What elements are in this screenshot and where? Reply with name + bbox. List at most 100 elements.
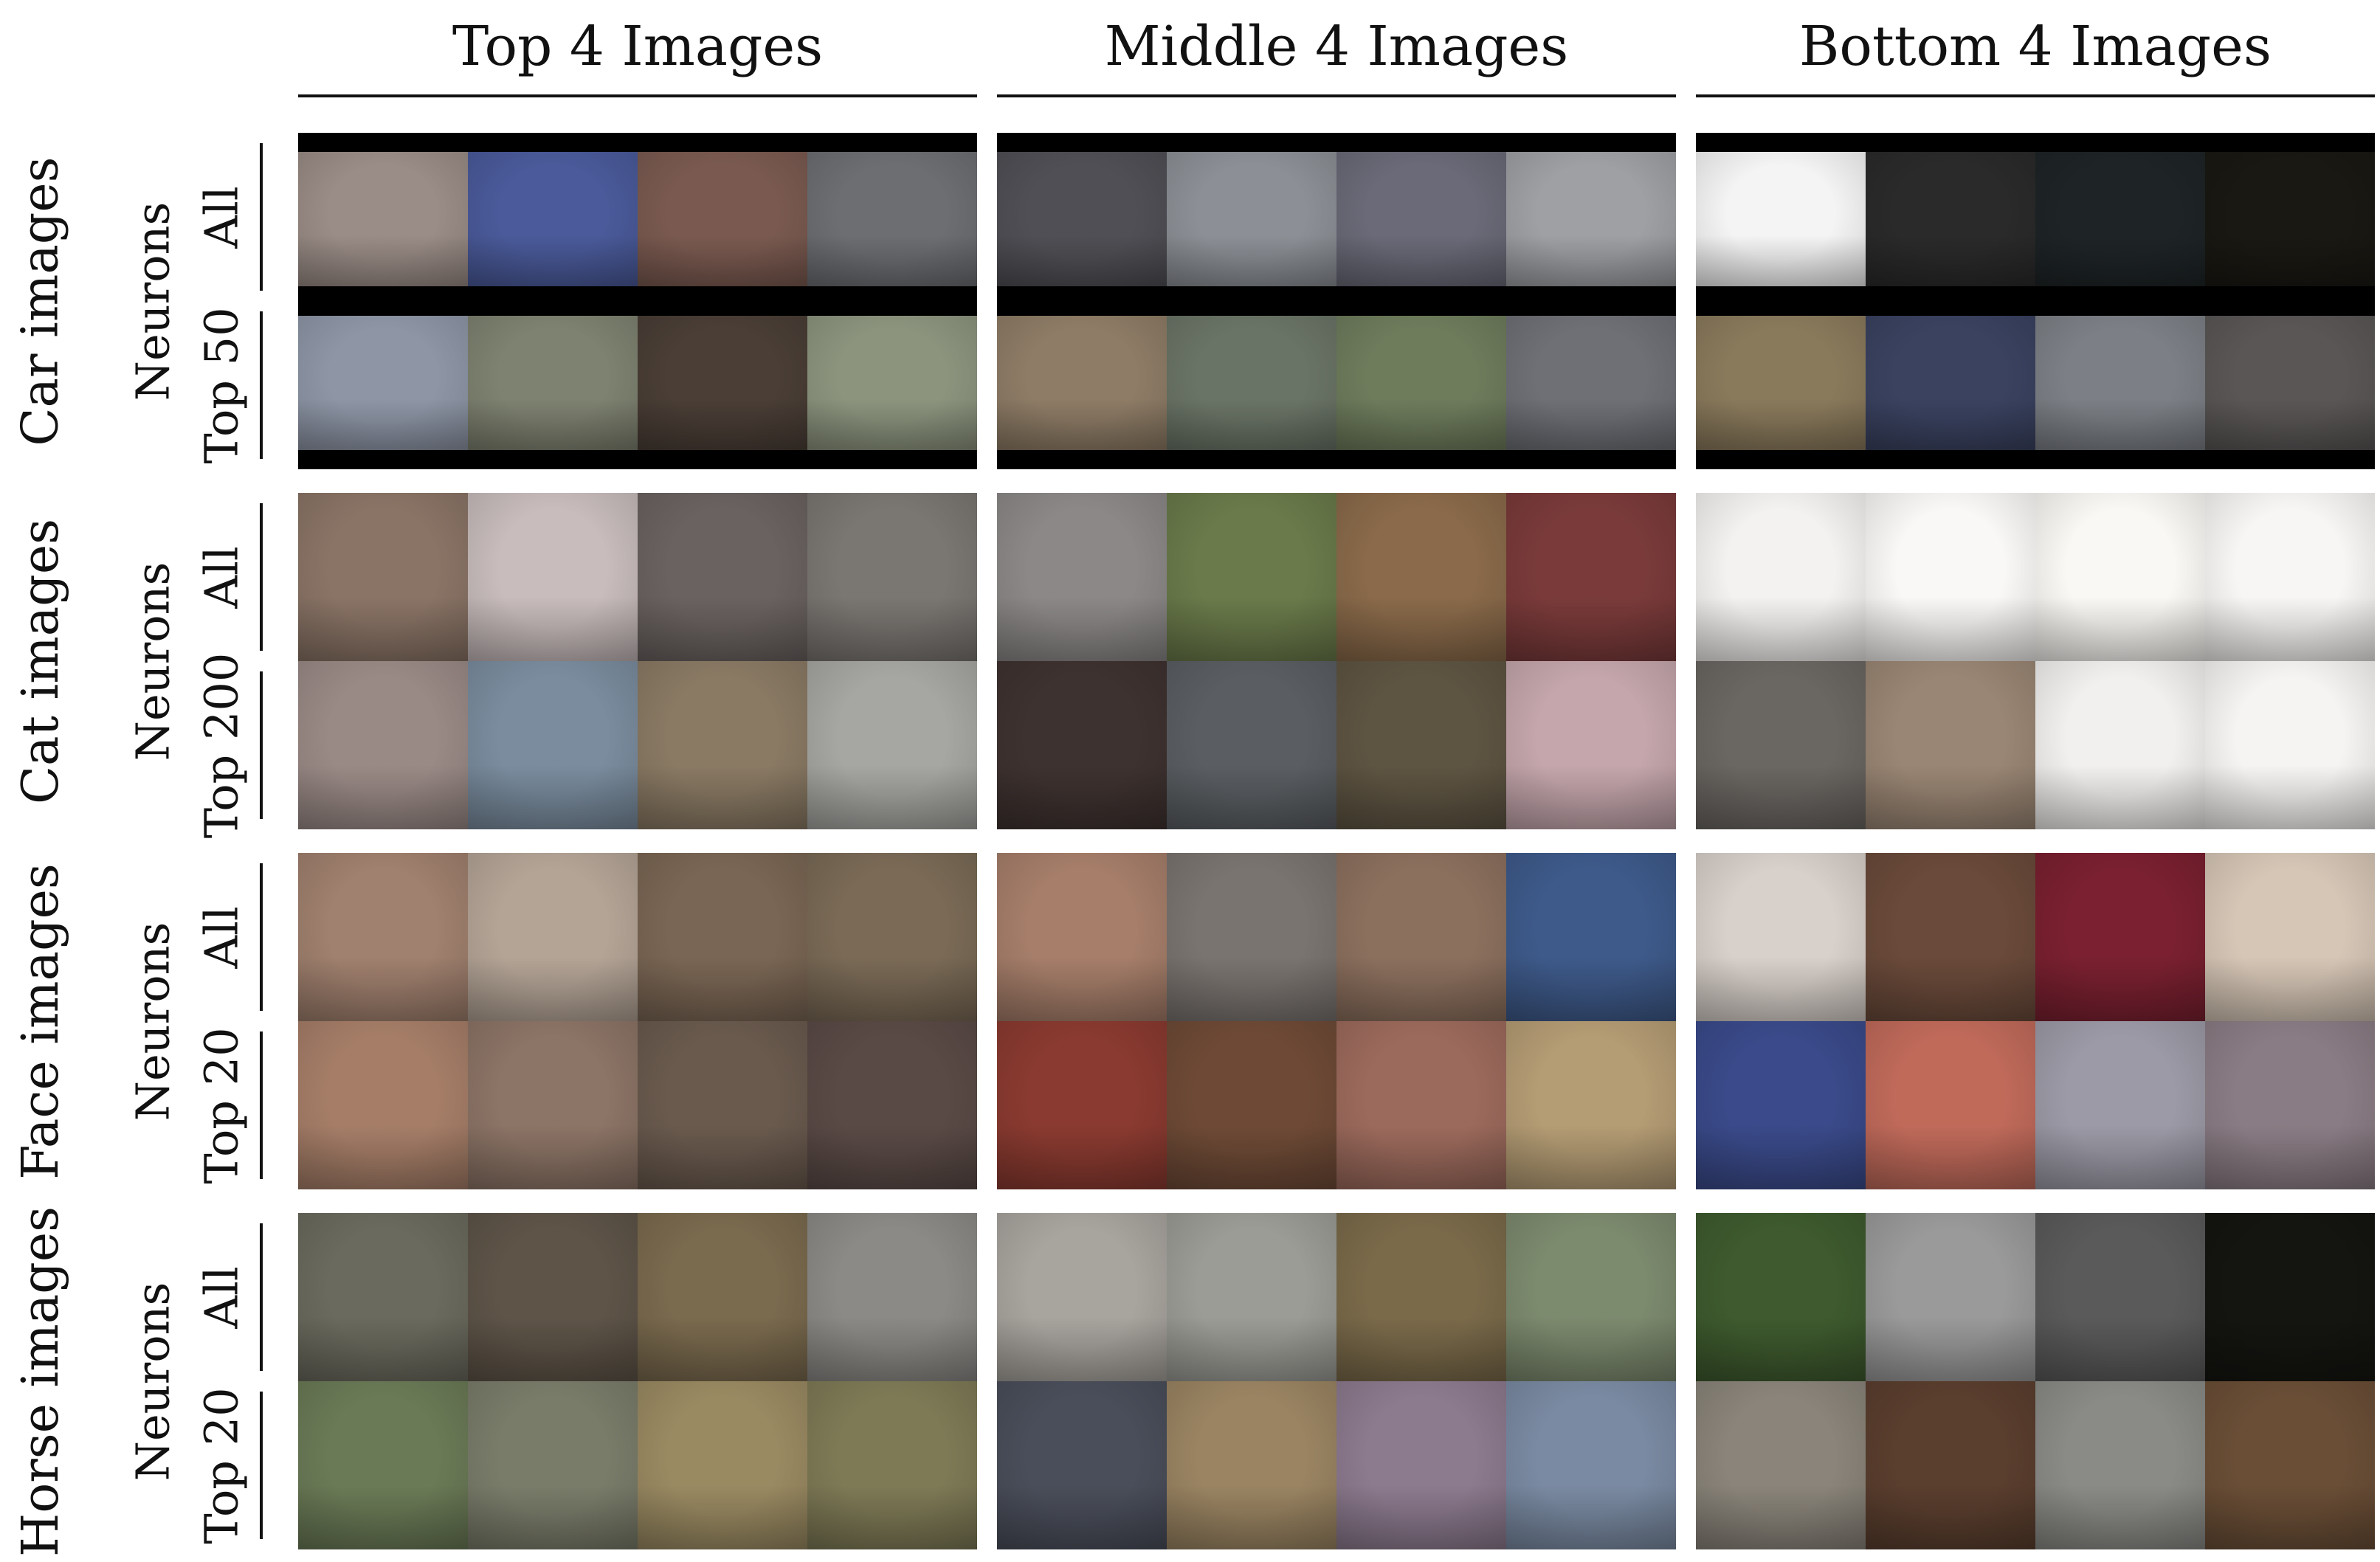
group-label-text: Face images	[11, 863, 70, 1180]
row-label: Top 20	[186, 1381, 257, 1549]
image-tile	[468, 152, 638, 286]
image-tile	[298, 1381, 468, 1549]
image-tile	[638, 1381, 807, 1549]
image-tile	[1696, 1213, 1866, 1381]
image-tile	[468, 316, 638, 450]
column-title: Middle 4 Images	[1104, 15, 1569, 78]
image-tile	[997, 1381, 1167, 1549]
row-label-text: All	[194, 545, 249, 609]
image-tile	[1336, 853, 1506, 1021]
column-rule	[997, 94, 1676, 97]
image-tile	[2035, 316, 2205, 450]
image-panel	[298, 1021, 977, 1189]
image-panel	[298, 133, 977, 301]
image-tile	[1336, 1021, 1506, 1189]
image-panel	[1696, 661, 2375, 829]
image-tile	[2035, 1021, 2205, 1189]
image-tile	[1866, 1021, 2035, 1189]
neurons-label-text: Neurons	[125, 1282, 180, 1481]
image-tile	[2205, 316, 2375, 450]
image-panel	[997, 1213, 1676, 1381]
image-tile	[807, 493, 977, 661]
image-tile	[1866, 493, 2035, 661]
row-rule	[260, 1223, 263, 1371]
row-label: Top 20	[186, 1021, 257, 1189]
column-title: Bottom 4 Images	[1799, 15, 2272, 78]
row-rule	[260, 863, 263, 1011]
image-tile	[2205, 661, 2375, 829]
neurons-label-text: Neurons	[125, 561, 180, 761]
row-label: All	[186, 1213, 257, 1381]
image-tile	[2205, 1213, 2375, 1381]
image-panel	[298, 661, 977, 829]
image-tile	[997, 1021, 1167, 1189]
row-label: Top 200	[186, 652, 257, 838]
image-panel	[298, 493, 977, 661]
image-tile	[1167, 493, 1336, 661]
image-panel	[997, 493, 1676, 661]
image-tile	[1167, 316, 1336, 450]
image-tile	[997, 661, 1167, 829]
image-panel	[1696, 853, 2375, 1021]
image-tile	[2035, 493, 2205, 661]
row-label: All	[186, 853, 257, 1021]
image-tile	[638, 152, 807, 286]
image-tile	[807, 1381, 977, 1549]
row-label-text: Top 20	[194, 1386, 249, 1544]
image-tile	[638, 316, 807, 450]
image-tile	[638, 661, 807, 829]
image-panel	[1696, 133, 2375, 301]
image-tile	[807, 1213, 977, 1381]
row-label-text: Top 200	[194, 652, 249, 838]
image-tile	[1696, 316, 1866, 450]
neurons-label-text: Neurons	[125, 922, 180, 1121]
image-panel	[1696, 301, 2375, 469]
image-tile	[1336, 493, 1506, 661]
row-label-text: All	[194, 1265, 249, 1329]
group-label: Cat images	[0, 493, 81, 829]
image-tile	[2205, 493, 2375, 661]
neurons-label: Neurons	[120, 1213, 186, 1549]
image-tile	[298, 1213, 468, 1381]
image-tile	[2035, 853, 2205, 1021]
image-panel	[298, 301, 977, 469]
image-tile	[1167, 152, 1336, 286]
image-panel	[997, 301, 1676, 469]
image-panel	[298, 853, 977, 1021]
image-tile	[1866, 853, 2035, 1021]
image-tile	[638, 1213, 807, 1381]
image-tile	[298, 152, 468, 286]
image-tile	[997, 1213, 1167, 1381]
row-label: All	[186, 133, 257, 301]
image-tile	[1336, 316, 1506, 450]
row-rule	[260, 1392, 263, 1539]
image-tile	[1506, 1021, 1676, 1189]
image-tile	[638, 853, 807, 1021]
row-label-text: All	[194, 905, 249, 969]
image-tile	[1696, 493, 1866, 661]
column-rule	[1696, 94, 2375, 97]
row-label-text: Top 50	[194, 306, 249, 464]
row-label-text: All	[194, 185, 249, 249]
image-tile	[468, 853, 638, 1021]
row-label: Top 50	[186, 301, 257, 469]
group-label-text: Horse images	[11, 1206, 70, 1557]
image-tile	[298, 661, 468, 829]
image-tile	[298, 1021, 468, 1189]
image-tile	[807, 1021, 977, 1189]
row-rule	[260, 311, 263, 459]
image-tile	[1696, 152, 1866, 286]
image-panel	[997, 1021, 1676, 1189]
image-tile	[298, 493, 468, 661]
neurons-label: Neurons	[120, 493, 186, 829]
image-tile	[2205, 853, 2375, 1021]
image-tile	[807, 853, 977, 1021]
group-label: Car images	[0, 133, 81, 469]
image-tile	[1336, 1213, 1506, 1381]
image-tile	[468, 661, 638, 829]
image-tile	[1167, 1381, 1336, 1549]
image-tile	[1866, 1213, 2035, 1381]
image-tile	[807, 316, 977, 450]
image-panel	[1696, 1021, 2375, 1189]
row-label: All	[186, 493, 257, 661]
